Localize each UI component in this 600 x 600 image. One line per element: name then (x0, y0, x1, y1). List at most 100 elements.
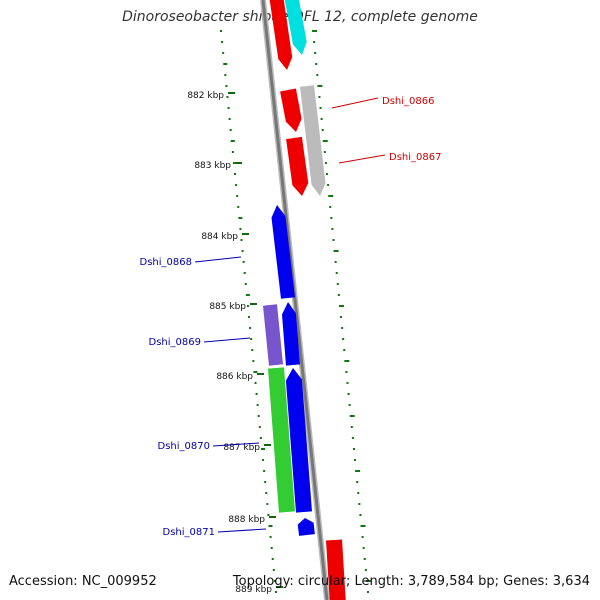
gc-dot (330, 217, 333, 219)
gc-dot (228, 118, 231, 120)
gc-dot (226, 96, 229, 98)
position-tick: 885 kbp (209, 302, 257, 312)
label-leader-line (338, 154, 386, 164)
gene-label-dshi_0870[interactable]: Dshi_0870 (158, 441, 210, 452)
tick-mark (250, 303, 257, 305)
gc-dot (346, 382, 349, 384)
gc-dot (229, 129, 232, 131)
gene-label-dshi_0868[interactable]: Dshi_0868 (140, 257, 192, 268)
gene-label-dshi_0867[interactable]: Dshi_0867 (389, 152, 441, 163)
gc-dot (323, 151, 326, 153)
gc-dot (227, 107, 230, 109)
position-tick: 882 kbp (187, 91, 235, 101)
gc-dot (223, 63, 228, 65)
gc-dot (348, 404, 351, 406)
gc-dot (315, 63, 318, 65)
gc-dot (354, 459, 357, 461)
gc-dot (265, 492, 268, 494)
gc-dot (326, 173, 329, 175)
gc-dot (271, 558, 274, 560)
gc-dot (248, 316, 251, 318)
gene-feature[interactable] (286, 136, 309, 196)
gene-label-dshi_0866[interactable]: Dshi_0866 (382, 96, 434, 107)
gc-dot (252, 360, 255, 362)
gene-feature[interactable] (282, 302, 300, 366)
gene-dshi_0870[interactable] (268, 367, 295, 513)
gene-dshi_0866[interactable] (300, 85, 326, 196)
tick-label: 884 kbp (201, 232, 238, 242)
gc-dot (334, 261, 337, 263)
tick-mark (264, 444, 271, 446)
gc-dot (268, 525, 273, 527)
gc-dot (240, 239, 243, 241)
gc-dot (358, 503, 361, 505)
tick-label: 888 kbp (228, 515, 265, 525)
gc-dot (360, 525, 366, 527)
gc-dot (347, 393, 350, 395)
gene-feature[interactable] (284, 0, 307, 55)
tick-mark (257, 373, 264, 375)
label-leader-line (194, 256, 242, 263)
gc-dot (337, 294, 340, 296)
tick-mark (235, 162, 242, 164)
gene-features[interactable] (263, 0, 346, 600)
gene-label-dshi_0871[interactable]: Dshi_0871 (163, 527, 215, 538)
gc-dot (364, 569, 367, 571)
gc-dot (259, 437, 262, 439)
gc-dot (324, 162, 327, 164)
gc-dot (220, 30, 222, 32)
gc-dot (254, 382, 257, 384)
gc-dot (356, 481, 359, 483)
gc-dot (237, 206, 240, 208)
gc-dot (263, 470, 266, 472)
tick-label: 885 kbp (209, 302, 246, 312)
gc-dot (320, 118, 323, 120)
gc-dot (342, 338, 345, 340)
gc-dot (328, 195, 334, 197)
gc-dot (235, 184, 238, 186)
gene-dshi_0869[interactable] (263, 304, 283, 366)
tick-mark (228, 92, 235, 94)
gc-dots-left (220, 30, 277, 593)
gc-dots-right (312, 30, 371, 593)
gc-dot (317, 85, 323, 87)
gc-dot (262, 459, 265, 461)
gc-dot (341, 327, 344, 329)
gc-dot (350, 426, 353, 428)
gc-dot (322, 140, 328, 142)
gc-dot (250, 338, 253, 340)
gene-feature[interactable] (280, 88, 302, 133)
genome-backbone (261, 0, 329, 600)
gene-label-dshi_0869[interactable]: Dshi_0869 (149, 337, 201, 348)
gene-dshi_0868[interactable] (271, 205, 296, 299)
position-tick: 883 kbp (194, 161, 242, 171)
gene-feature[interactable] (285, 368, 312, 513)
gene-feature[interactable] (326, 539, 346, 600)
gc-dot (239, 228, 242, 230)
gene-feature[interactable] (269, 0, 293, 70)
gc-dot (313, 41, 316, 43)
gc-dot (256, 404, 259, 406)
gene-labels: Dshi_0866 Dshi_0867 Dshi_0868 Dshi_0869 Dshi… (140, 96, 442, 538)
gc-dot (344, 360, 350, 362)
gc-dot (236, 195, 239, 197)
gc-dot (264, 481, 267, 483)
gene-dshi_0871[interactable] (297, 518, 315, 536)
position-tick: 886 kbp (216, 372, 264, 382)
gc-dot (345, 371, 348, 373)
topology-text: Topology: circular; Length: 3,789,584 bp… (232, 574, 590, 589)
gc-dot (365, 580, 371, 582)
gc-dot (257, 415, 260, 417)
position-tick: 887 kbp (223, 443, 271, 453)
gc-dot (221, 41, 224, 43)
gc-dot (319, 107, 322, 109)
gc-dot (316, 74, 319, 76)
tick-mark (276, 586, 283, 588)
gc-dot (251, 349, 254, 351)
gc-dot (331, 228, 334, 230)
gc-dot (242, 261, 245, 263)
gc-dot (243, 272, 246, 274)
gc-dot (338, 305, 344, 307)
label-leader-line (331, 97, 379, 109)
